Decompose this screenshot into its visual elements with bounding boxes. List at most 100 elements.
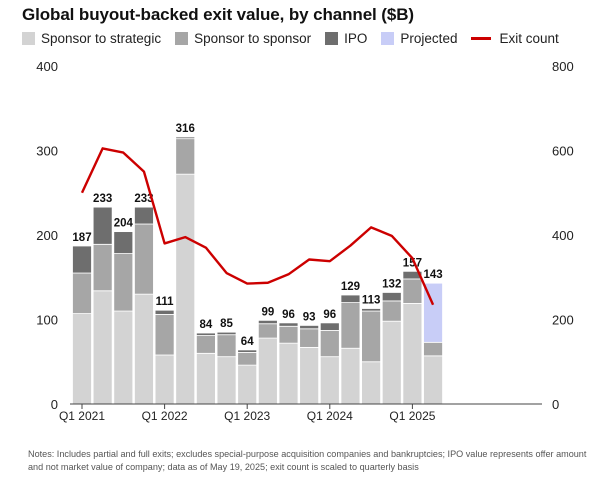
bar-segment xyxy=(381,292,402,302)
legend-item-ipo: IPO xyxy=(325,31,367,46)
y-right-tick-label: 800 xyxy=(552,59,574,74)
bar-segment xyxy=(402,303,423,405)
legend-label: Sponsor to sponsor xyxy=(194,31,312,46)
legend-item-sponsor-to-sponsor: Sponsor to sponsor xyxy=(175,31,311,46)
bar-segment xyxy=(278,322,299,327)
bar-segment xyxy=(340,347,361,405)
bar-segment xyxy=(72,245,92,274)
bar-segment xyxy=(72,272,92,314)
x-tick-label: Q1 2021 xyxy=(59,409,105,423)
bar-segment xyxy=(113,253,134,312)
bar-segment xyxy=(278,325,299,344)
legend-item-projected: Projected xyxy=(381,31,457,46)
bar-total-label: 113 xyxy=(362,295,381,307)
y-left-tick-label: 200 xyxy=(36,228,58,243)
bar-segment xyxy=(72,313,92,405)
legend-swatch xyxy=(22,32,35,45)
bar-segment xyxy=(154,309,175,315)
bar-segment xyxy=(361,308,382,312)
bar-segment xyxy=(278,342,299,405)
bar-total-label: 96 xyxy=(282,309,295,321)
bar-segment xyxy=(361,361,382,405)
bar-total-label: 316 xyxy=(176,123,195,135)
bar-total-label: 93 xyxy=(303,311,316,323)
bar-segment xyxy=(381,320,402,405)
legend-label: Sponsor to strategic xyxy=(41,31,162,46)
bar-segment xyxy=(340,302,361,349)
y-right-tick-label: 200 xyxy=(552,313,574,328)
bar-total-label: 85 xyxy=(220,318,233,330)
bar-total-label: 132 xyxy=(382,278,401,290)
legend-swatch xyxy=(381,32,395,45)
bar-segment xyxy=(319,330,340,358)
bar-segment xyxy=(216,356,237,405)
bar-segment xyxy=(423,282,443,343)
bar-segment xyxy=(113,310,134,405)
bar-total-label: 96 xyxy=(323,309,336,321)
bar-segment xyxy=(423,341,443,357)
bar-segment xyxy=(340,294,361,303)
bar-segment xyxy=(216,331,237,336)
bar-segment xyxy=(92,206,113,245)
legend-label: Projected xyxy=(400,31,458,46)
bar-segment xyxy=(175,138,196,175)
bar-segment xyxy=(257,319,278,325)
x-tick-label: Q1 2025 xyxy=(389,409,435,423)
bar-total-label: 187 xyxy=(72,232,91,244)
bar-segment xyxy=(257,323,278,339)
chart-title: Global buyout-backed exit value, by chan… xyxy=(22,5,414,24)
y-left-tick-label: 0 xyxy=(51,397,58,412)
bar-segment xyxy=(319,322,340,331)
bar-segment xyxy=(154,354,175,405)
y-left-tick-label: 100 xyxy=(36,313,58,328)
bar-segment xyxy=(299,328,320,348)
bar-segment xyxy=(319,356,340,405)
chart-notes: Notes: Includes partial and full exits; … xyxy=(28,449,587,472)
x-tick-label: Q1 2024 xyxy=(307,409,353,423)
bar-total-label: 233 xyxy=(134,193,153,205)
x-tick-label: Q1 2022 xyxy=(142,409,188,423)
bar-segment xyxy=(195,335,216,354)
bar-segment xyxy=(175,136,196,140)
y-right-tick-label: 600 xyxy=(552,144,574,159)
legend-swatch xyxy=(325,32,339,45)
bar-total-label: 204 xyxy=(114,218,134,230)
bar-segment xyxy=(195,352,216,405)
y-right-tick-label: 0 xyxy=(552,397,559,412)
bar-segment xyxy=(237,364,258,405)
bar-segment xyxy=(92,243,113,292)
bar-segment xyxy=(113,231,134,254)
bar-segment xyxy=(423,355,443,405)
bar-segment xyxy=(134,206,154,225)
legend-label: Exit count xyxy=(499,31,559,46)
bar-segment xyxy=(402,270,423,280)
y-right-tick-label: 400 xyxy=(552,228,574,243)
x-tick-label: Q1 2023 xyxy=(224,409,270,423)
bar-segment xyxy=(299,325,320,330)
bar-segment xyxy=(195,332,216,336)
legend: Sponsor to strategic Sponsor to sponsor … xyxy=(22,31,573,46)
bar-total-label: 233 xyxy=(93,193,112,205)
legend-item-exit-count: Exit count xyxy=(471,31,559,46)
chart-plot: 0 100 200 300 400 0 200 400 600 800 187 233 204 233 11… xyxy=(36,59,574,423)
bar-segment xyxy=(361,310,382,363)
bar-total-label: 64 xyxy=(241,336,254,348)
bar-segment xyxy=(92,290,113,405)
bar-segment xyxy=(134,293,154,405)
y-left-tick-label: 400 xyxy=(36,59,58,74)
bar-segment xyxy=(237,352,258,366)
bar-total-label: 143 xyxy=(423,269,442,281)
bar-segment xyxy=(381,300,402,322)
y-left-tick-label: 300 xyxy=(36,144,58,159)
bar-total-label: 99 xyxy=(261,306,274,318)
bar-segment xyxy=(402,278,423,304)
bar-segment xyxy=(134,223,154,295)
bar-segment xyxy=(216,334,237,358)
legend-label: IPO xyxy=(344,31,368,46)
bar-segment xyxy=(257,337,278,405)
bar-total-label: 129 xyxy=(341,281,360,293)
bar-segment xyxy=(237,349,258,353)
bar-total-label: 84 xyxy=(200,319,213,331)
exit-count-line xyxy=(80,147,435,306)
bar-segment xyxy=(175,173,196,405)
